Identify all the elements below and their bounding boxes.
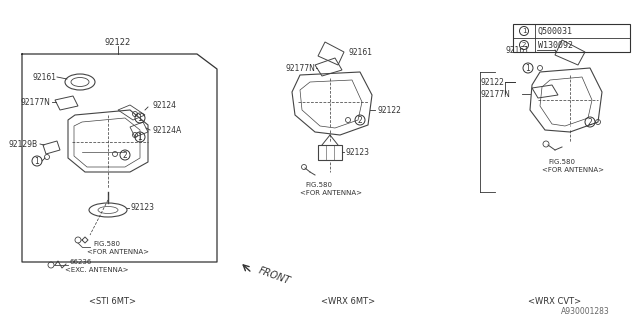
- Text: 92129B: 92129B: [9, 140, 38, 148]
- Text: 92122: 92122: [105, 37, 131, 46]
- Text: 92177N: 92177N: [285, 63, 315, 73]
- Text: <FOR ANTENNA>: <FOR ANTENNA>: [542, 167, 604, 173]
- Text: 92124A: 92124A: [152, 125, 181, 134]
- Text: 1: 1: [35, 156, 40, 165]
- Text: 92177N: 92177N: [20, 98, 50, 107]
- Text: FIG.580: FIG.580: [93, 241, 120, 247]
- Text: 2: 2: [358, 116, 362, 124]
- Text: FIG.580: FIG.580: [548, 159, 575, 165]
- Text: 92123: 92123: [345, 148, 369, 156]
- Text: 92177N: 92177N: [480, 90, 510, 99]
- Text: 1: 1: [525, 63, 531, 73]
- Text: 1: 1: [138, 114, 142, 123]
- Text: 2: 2: [123, 150, 127, 159]
- Text: 92122: 92122: [377, 106, 401, 115]
- Text: 92122: 92122: [480, 77, 504, 86]
- Text: 92161: 92161: [348, 47, 372, 57]
- Text: Q500031: Q500031: [538, 27, 573, 36]
- Text: 1: 1: [138, 132, 142, 141]
- Text: 2: 2: [588, 117, 593, 126]
- Text: <FOR ANTENNA>: <FOR ANTENNA>: [300, 190, 362, 196]
- Text: 92161: 92161: [32, 73, 56, 82]
- Text: <STI 6MT>: <STI 6MT>: [88, 298, 136, 307]
- Text: <FOR ANTENNA>: <FOR ANTENNA>: [87, 249, 149, 255]
- Text: FIG.580: FIG.580: [305, 182, 332, 188]
- Text: <WRX 6MT>: <WRX 6MT>: [321, 298, 375, 307]
- Text: FRONT: FRONT: [257, 266, 292, 286]
- Text: 92124: 92124: [152, 100, 176, 109]
- Text: 92123: 92123: [130, 204, 154, 212]
- Text: <EXC. ANTENNA>: <EXC. ANTENNA>: [65, 267, 129, 273]
- Text: 66236: 66236: [69, 259, 92, 265]
- Text: <WRX CVT>: <WRX CVT>: [529, 298, 582, 307]
- Text: 1: 1: [522, 28, 526, 34]
- Text: 2: 2: [522, 42, 526, 48]
- Text: 92161: 92161: [505, 45, 529, 54]
- Text: A930001283: A930001283: [561, 308, 610, 316]
- Text: W130092: W130092: [538, 41, 573, 50]
- Bar: [513, 24, 630, 52]
